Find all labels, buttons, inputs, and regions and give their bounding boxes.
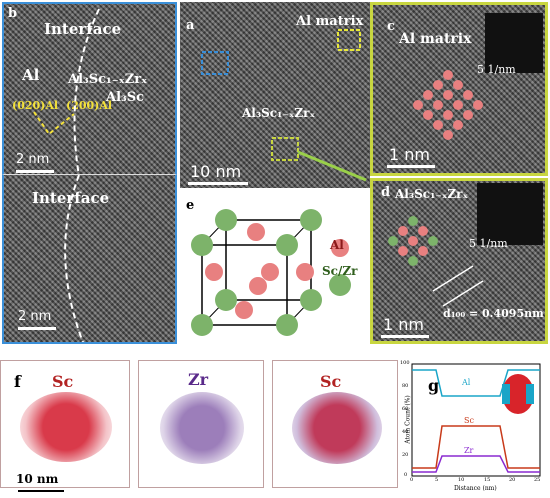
panel-f: f Sc Zr Sc 10 nm xyxy=(0,352,400,496)
plane-020: (020)Al xyxy=(12,99,59,112)
zr-cloud xyxy=(160,392,244,464)
scale-f: 10 nm xyxy=(16,472,59,486)
d-spacing: d₁₀₀ = 0.4095nm xyxy=(443,307,544,320)
panel-label-e: e xyxy=(186,198,195,213)
label-sc2: Sc xyxy=(320,372,342,391)
g-ytick-4: 20 xyxy=(402,452,409,458)
g-ytick-3: 40 xyxy=(402,429,409,435)
panel-a: a Al matrix Al₃Sc₁₋ₓZrₓ 10 nm xyxy=(180,2,370,188)
fft-inset-d xyxy=(477,183,543,245)
phase-label: Al₃Sc₁₋ₓZrₓ xyxy=(68,72,148,87)
c-title: Al matrix xyxy=(399,31,472,47)
scalebar-b2 xyxy=(18,327,56,330)
g-zr: Zr xyxy=(464,446,474,455)
phase-label-a: Al₃Sc₁₋ₓZrₓ xyxy=(242,106,316,120)
panel-g: g Atom Count (%) Al Sc Zr 100 80 60 40 2… xyxy=(400,356,548,496)
g-xlabel: Distance (nm) xyxy=(454,485,497,492)
g-al: Al xyxy=(462,378,471,387)
g-ytick-0: 100 xyxy=(400,360,410,366)
scalebar-b xyxy=(16,170,54,173)
plane-200: (200)Al xyxy=(66,99,113,112)
g-xtick-3: 15 xyxy=(484,477,491,483)
apt-box-zr xyxy=(138,360,264,488)
legend-sczr: Sc/Zr xyxy=(322,264,358,278)
label-sc: Sc xyxy=(52,372,74,391)
panel-label-b: b xyxy=(8,6,18,21)
scale-a: 10 nm xyxy=(190,162,242,181)
g-xtick-1: 5 xyxy=(435,477,439,483)
al-label: Al xyxy=(22,66,40,84)
panel-b-top: b Interface Al Al₃Sc₁₋ₓZrₓ Al₃Sc (020)Al… xyxy=(2,2,177,174)
unit-cell xyxy=(191,209,351,336)
atom-lattice-c xyxy=(413,70,483,140)
scale-b: 2 nm xyxy=(16,152,50,167)
sc2-cloud xyxy=(292,392,382,464)
fft-inset-c xyxy=(485,13,543,73)
panel-b-bottom: Interface 2 nm xyxy=(2,174,177,344)
scale-b2: 2 nm xyxy=(18,309,52,324)
sc-cloud xyxy=(20,392,112,462)
panel-label-f: f xyxy=(14,372,21,391)
scalebar-f xyxy=(18,490,64,492)
scalebar-a xyxy=(188,182,248,185)
zoom-boxes xyxy=(201,29,367,182)
profile-plot xyxy=(411,363,541,477)
interface-curve-2 xyxy=(64,175,84,342)
scale-d: 1 nm xyxy=(383,315,424,334)
scalebar-d xyxy=(381,335,429,338)
panel-label-c: c xyxy=(387,19,395,34)
g-ytick-2: 60 xyxy=(402,406,409,412)
atom-lattice-d xyxy=(388,216,484,307)
fft-scale-d: 5 1/nm xyxy=(469,237,508,250)
g-ytick-5: 0 xyxy=(404,472,408,478)
apt-box-sc2 xyxy=(272,360,398,488)
interface-label: Interface xyxy=(44,20,122,38)
legend-al: Al xyxy=(330,238,344,252)
panel-label-a: a xyxy=(186,18,195,33)
al-matrix-label: Al matrix xyxy=(296,14,364,29)
panel-label-d: d xyxy=(381,185,391,200)
al3sc-label: Al₃Sc xyxy=(106,90,145,105)
panel-c: c Al matrix 5 1/nm 1 nm xyxy=(370,2,548,176)
panel-e: e Al Sc/Zr xyxy=(180,190,368,344)
g-xtick-5: 25 xyxy=(534,477,541,483)
interface-label-2: Interface xyxy=(32,189,110,207)
g-sc: Sc xyxy=(464,416,474,425)
g-ytick-1: 80 xyxy=(402,383,409,389)
scale-c: 1 nm xyxy=(389,145,430,164)
g-xtick-2: 10 xyxy=(458,477,465,483)
panel-d: d Al₃Sc₁₋ₓZrₓ 5 1/nm d₁₀₀ = 0.4095nm 1 n… xyxy=(370,178,548,344)
g-xtick-4: 20 xyxy=(509,477,516,483)
fft-scale-c: 5 1/nm xyxy=(477,63,516,76)
g-xtick-0: 0 xyxy=(410,477,414,483)
label-zr: Zr xyxy=(188,370,209,389)
scalebar-c xyxy=(387,165,435,168)
panel-label-g: g xyxy=(428,376,440,395)
apt-box-sc xyxy=(0,360,130,488)
interface-curve xyxy=(33,8,100,174)
d-title: Al₃Sc₁₋ₓZrₓ xyxy=(395,187,469,201)
